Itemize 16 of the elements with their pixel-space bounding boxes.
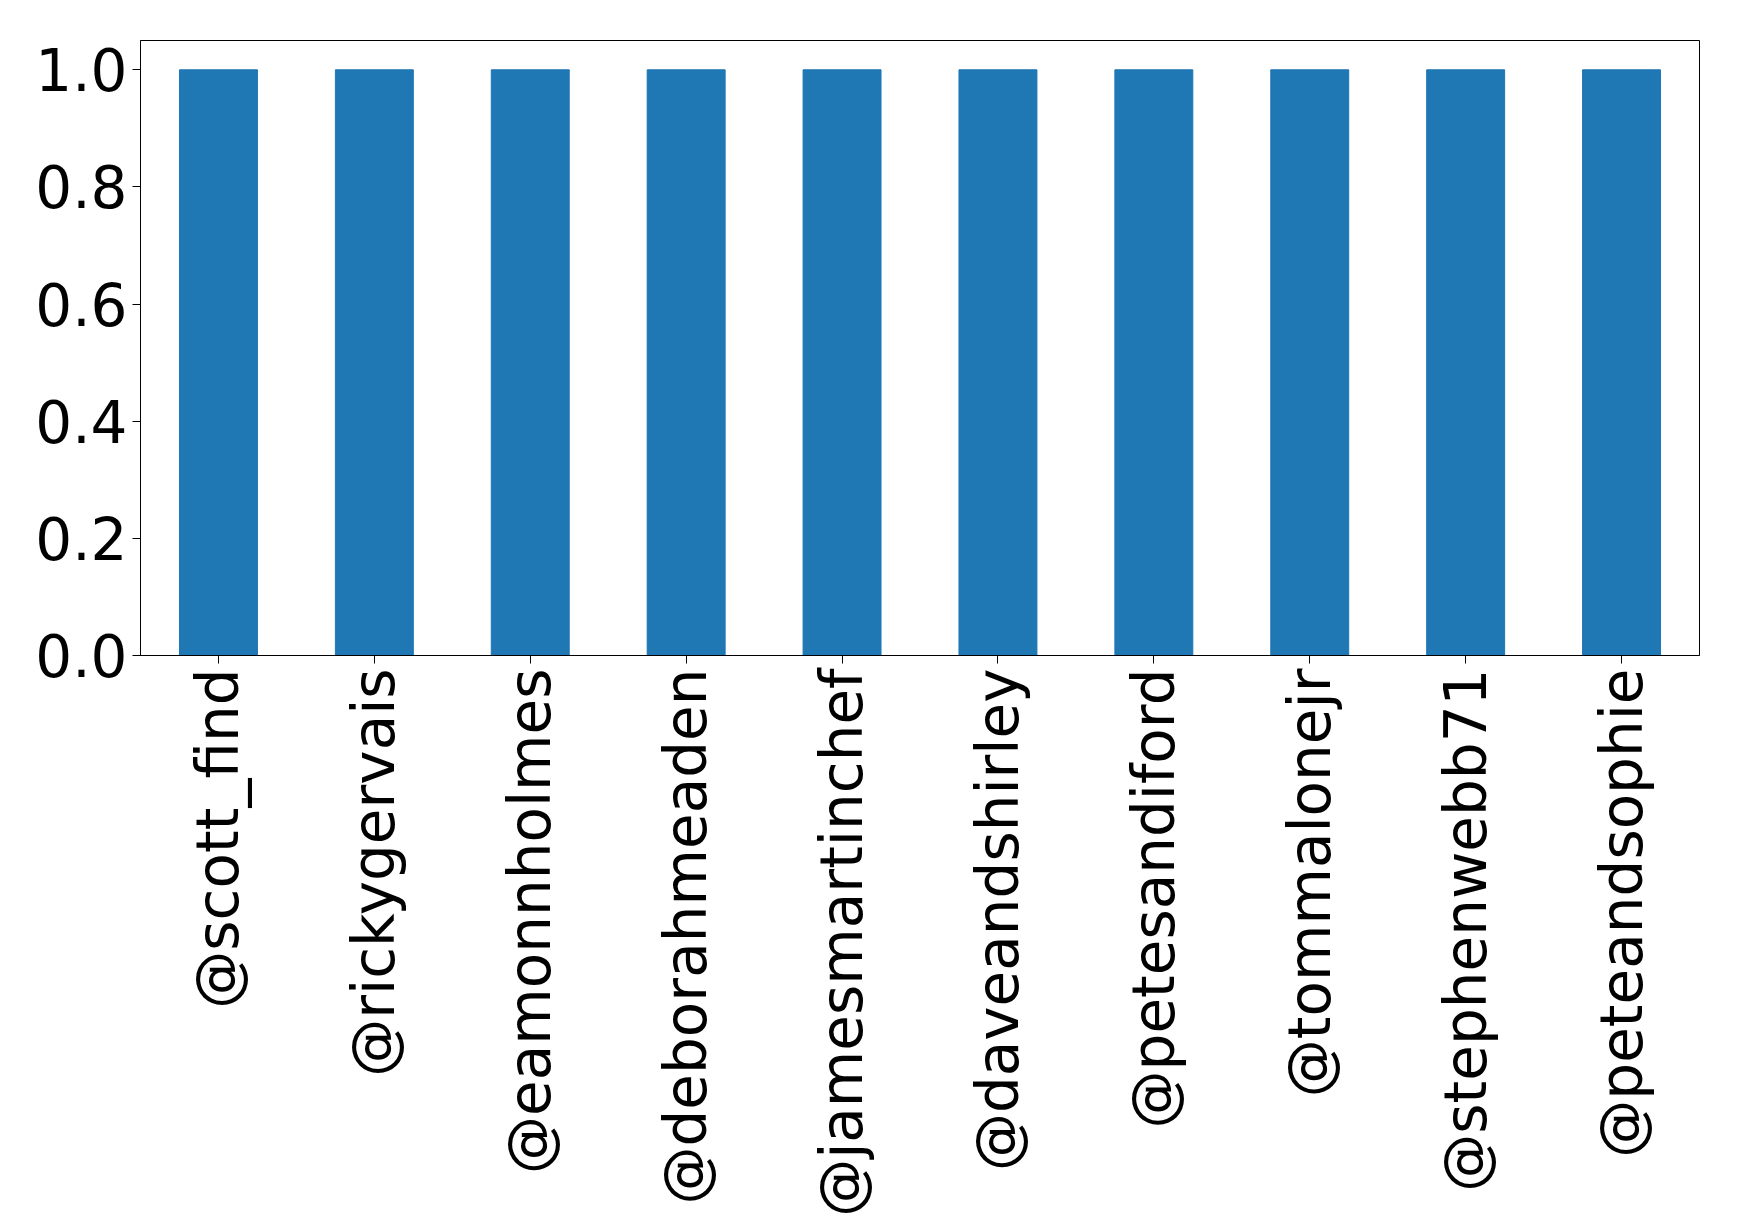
x-tick-label: @peteandsophie bbox=[1587, 668, 1656, 1158]
x-tick-label: @eamonnholmes bbox=[496, 668, 565, 1174]
y-tick-label: 0.6 bbox=[35, 271, 128, 340]
x-tick-label: @daveandshirley bbox=[963, 668, 1032, 1172]
x-tick-label: @deborahmeaden bbox=[652, 668, 721, 1205]
y-tick-label: 0.2 bbox=[35, 505, 128, 574]
x-tick-label: @petesandiford bbox=[1119, 668, 1188, 1129]
x-tick-label: @tommalonejr bbox=[1275, 668, 1344, 1098]
y-tick-label: 0.8 bbox=[35, 154, 128, 223]
x-tick-label: @scott_find bbox=[184, 668, 253, 1009]
y-tick-label: 1.0 bbox=[35, 37, 128, 106]
y-tick-label: 0.4 bbox=[35, 388, 128, 457]
x-tick-label: @stephenwebb71 bbox=[1431, 668, 1500, 1192]
x-tick-label: @rickygervais bbox=[340, 668, 409, 1077]
y-tick-label: 0.0 bbox=[35, 623, 128, 691]
x-tick-label: @jamesmartinchef bbox=[808, 666, 877, 1217]
